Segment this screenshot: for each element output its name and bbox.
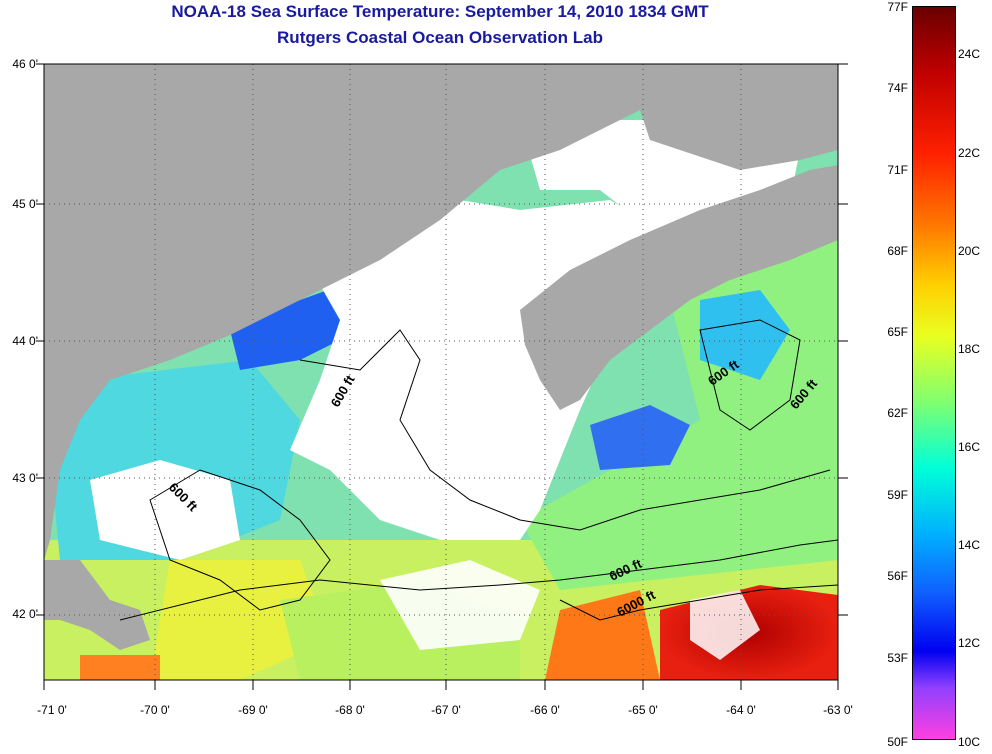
colorbar-f-label: 59F <box>887 488 908 502</box>
lat-label: 46 0' <box>12 57 38 71</box>
lon-label: -71 0' <box>37 703 67 717</box>
colorbar-f-label: 74F <box>887 81 908 95</box>
lon-label: -68 0' <box>335 703 365 717</box>
colorbar-f-label: 71F <box>887 163 908 177</box>
lon-label: -70 0' <box>140 703 170 717</box>
map-frame <box>43 63 839 681</box>
isobath-contours <box>119 319 838 621</box>
lon-label: -64 0' <box>726 703 756 717</box>
land-new-england <box>44 64 680 560</box>
sst-patch-blue-east <box>590 405 690 470</box>
map-title: NOAA-18 Sea Surface Temperature: Septemb… <box>171 2 709 21</box>
land-new-brunswick <box>640 64 838 170</box>
colorbar-f-label: 50F <box>887 735 908 749</box>
colorbar-c-label: 22C <box>958 146 981 160</box>
cloud-mask-south1 <box>380 560 540 650</box>
temperature-colorbar <box>912 6 956 740</box>
lon-label: -66 0' <box>530 703 560 717</box>
lat-label: 42 0' <box>12 607 38 621</box>
lat-label: 44 0' <box>12 334 38 348</box>
colorbar-c-label: 20C <box>958 244 981 258</box>
colorbar-c-label: 12C <box>958 636 981 650</box>
lon-label: -65 0' <box>628 703 658 717</box>
lat-label: 45 0' <box>12 197 38 211</box>
colorbar-c-label: 16C <box>958 440 981 454</box>
land-cape-cod <box>44 560 150 650</box>
colorbar-f-label: 56F <box>887 569 908 583</box>
map-subtitle: Rutgers Coastal Ocean Observation Lab <box>277 28 603 47</box>
colorbar-c-label: 24C <box>958 47 981 61</box>
land-nova-scotia <box>520 165 838 410</box>
colorbar-c-label: 18C <box>958 342 981 356</box>
colorbar-f-label: 65F <box>887 325 908 339</box>
cloud-mask-south2 <box>690 590 760 660</box>
lon-label: -67 0' <box>431 703 461 717</box>
lon-label: -63 0' <box>823 703 853 717</box>
sst-patch-yellow-sw <box>150 560 330 680</box>
lat-label: 43 0' <box>12 471 38 485</box>
sst-patch-sw-corner <box>80 655 160 680</box>
cloud-mask-west <box>90 460 240 560</box>
axis-ticks <box>36 63 848 690</box>
lon-label: -69 0' <box>238 703 268 717</box>
colorbar-f-label: 68F <box>887 244 908 258</box>
colorbar-c-label: 10C <box>958 735 981 749</box>
colorbar-c-label: 14C <box>958 538 981 552</box>
colorbar-f-label: 77F <box>887 0 908 14</box>
sst-patch-cyan-east <box>700 290 790 380</box>
colorbar-f-label: 53F <box>887 651 908 665</box>
colorbar-f-label: 62F <box>887 406 908 420</box>
